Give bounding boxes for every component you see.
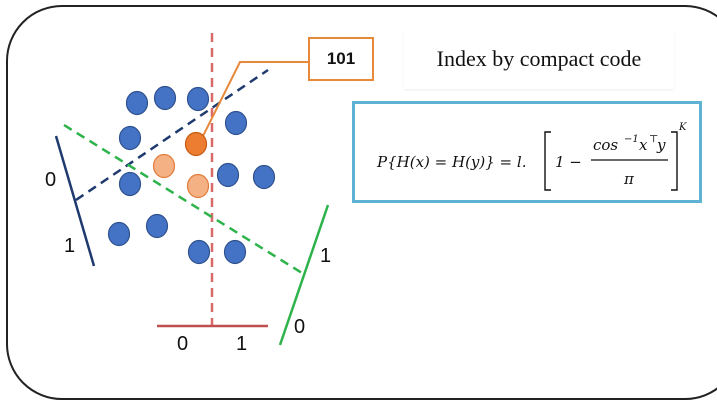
blue-data-point [107, 221, 131, 247]
formula-numerator-transpose: ⊤ [649, 134, 658, 145]
diagram-stage: 0 1 1 0 0 1 101 Index by compact code P{… [6, 5, 717, 400]
query-point [184, 131, 208, 157]
red-bit-one: 1 [236, 333, 247, 355]
blue-data-point [223, 239, 247, 265]
formula-svg: P{H(x) = H(y)} = l. 1 − cos −1 x ⊤ y π K [376, 122, 687, 191]
blue-data-point [145, 213, 169, 239]
formula-exponent: K [678, 122, 687, 133]
compact-code-value: 101 [326, 49, 356, 68]
compact-code-box: 101 [308, 37, 374, 81]
index-by-compact-code-label: Index by compact code [404, 29, 674, 89]
blue-data-point [118, 125, 142, 151]
blue-data-point [252, 164, 276, 190]
hashing-diagram: 0 1 1 0 0 1 [45, 33, 331, 355]
navy-bit-zero: 0 [45, 169, 56, 191]
blue-data-point [118, 171, 142, 197]
blue-data-point [125, 90, 149, 116]
green-bit-one: 1 [320, 245, 331, 267]
blue-data-point [216, 162, 240, 188]
navy-normal-line [54, 135, 96, 267]
formula-right-bracket [671, 131, 678, 191]
green-bit-zero: 0 [294, 316, 305, 338]
navy-bit-one: 1 [64, 235, 75, 257]
code-callout-line [201, 61, 308, 139]
formula-numerator-cos: cos [593, 136, 618, 154]
formula-denominator: π [623, 170, 635, 188]
data-points [107, 85, 276, 265]
neighbor-point [152, 153, 176, 179]
index-label-text: Index by compact code [436, 46, 642, 71]
dashed-navy-hyperplane [75, 68, 269, 202]
formula-numerator-x: x [639, 136, 648, 154]
collision-probability-formula: P{H(x) = H(y)} = l. 1 − cos −1 x ⊤ y π K [352, 101, 702, 203]
formula-one-minus: 1 − [555, 153, 582, 171]
blue-data-point [224, 110, 248, 136]
neighbor-point [186, 173, 210, 199]
green-normal-line [278, 204, 330, 346]
blue-data-point [187, 239, 211, 265]
formula-numerator-y: y [656, 136, 666, 154]
dashed-green-hyperplane [63, 123, 303, 275]
formula-left-bracket [544, 131, 551, 191]
blue-data-point [153, 85, 177, 111]
red-bit-zero: 0 [177, 333, 188, 355]
blue-data-point [186, 86, 210, 112]
formula-lhs: P{H(x) = H(y)} = l. [376, 153, 526, 171]
formula-numerator-sup: −1 [624, 134, 639, 145]
